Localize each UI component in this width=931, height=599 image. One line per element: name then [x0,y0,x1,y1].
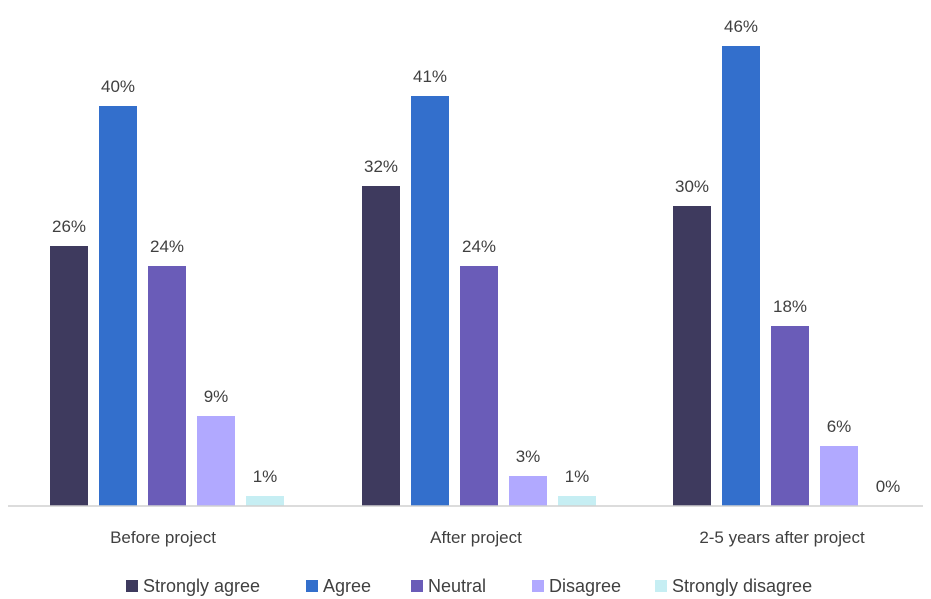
bar-strongly-agree-1 [50,246,88,506]
category-label: 2-5 years after project [699,528,865,547]
bar-neutral-1 [148,266,186,506]
bar-disagree-3 [820,446,858,506]
data-label: 9% [204,387,229,406]
bar-neutral-3 [771,326,809,506]
legend-swatch [532,580,544,592]
data-label: 41% [413,67,447,86]
data-label: 0% [876,477,901,496]
bar-agree-2 [411,96,449,506]
bar-agree-1 [99,106,137,506]
data-label: 26% [52,217,86,236]
bar-strongly-disagree-2 [558,496,596,506]
bars-group: 26% 40% 24% 9% 1% 32% 41% 24% 3% 1% 30% 46% 18% 6% 0% [50,17,900,506]
data-label: 1% [253,467,278,486]
bar-neutral-2 [460,266,498,506]
legend-swatch [655,580,667,592]
bar-disagree-1 [197,416,235,506]
data-label: 46% [724,17,758,36]
legend-swatch [126,580,138,592]
legend-label: Agree [323,576,371,596]
data-label: 40% [101,77,135,96]
bar-strongly-agree-3 [673,206,711,506]
data-label: 3% [516,447,541,466]
bar-disagree-2 [509,476,547,506]
bar-strongly-agree-2 [362,186,400,506]
legend-label: Strongly agree [143,576,260,596]
category-label: Before project [110,528,216,547]
legend-label: Disagree [549,576,621,596]
data-label: 6% [827,417,852,436]
legend: Strongly agree Agree Neutral Disagree Strong… [126,576,812,596]
data-label: 24% [462,237,496,256]
legend-label: Neutral [428,576,486,596]
bar-strongly-disagree-1 [246,496,284,506]
data-label: 30% [675,177,709,196]
data-label: 1% [565,467,590,486]
bar-agree-3 [722,46,760,506]
data-label: 18% [773,297,807,316]
legend-swatch [411,580,423,592]
category-labels: Before project After project 2-5 years aft… [110,528,865,547]
legend-label: Strongly disagree [672,576,812,596]
legend-swatch [306,580,318,592]
category-label: After project [430,528,522,547]
data-label: 24% [150,237,184,256]
data-label: 32% [364,157,398,176]
